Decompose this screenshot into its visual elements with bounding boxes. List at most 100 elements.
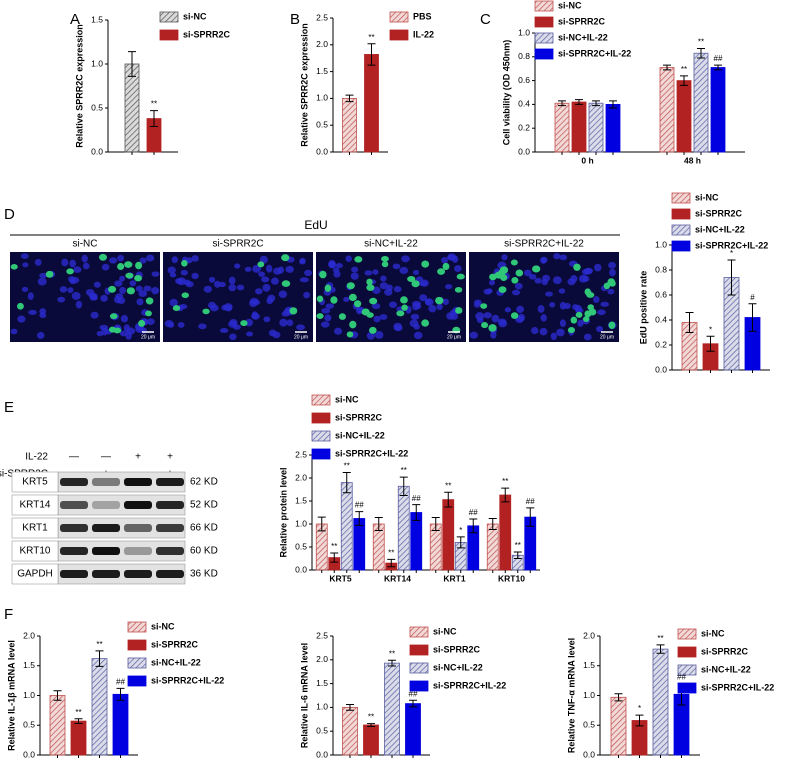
significance: ** (368, 33, 374, 42)
y-tick-label: 2.0 (583, 630, 595, 640)
edu-nucleus (369, 326, 377, 334)
nucleus (228, 284, 237, 292)
nucleus (99, 324, 109, 331)
bar (353, 518, 366, 571)
significance: ** (389, 649, 395, 658)
edu-nucleus (421, 319, 430, 327)
nucleus (392, 263, 401, 270)
nucleus (255, 288, 263, 295)
edu-nucleus (240, 320, 248, 327)
nucleus (191, 272, 199, 279)
nucleus (169, 298, 178, 307)
y-tick-label: 0.8 (518, 51, 530, 61)
legend-swatch (409, 680, 429, 692)
nucleus (559, 254, 568, 261)
edu-nucleus (324, 284, 332, 292)
nucleus (73, 266, 82, 273)
nucleus (252, 299, 261, 306)
edu-nucleus (181, 259, 188, 267)
y-tick-label: 1.0 (91, 58, 103, 68)
nucleus (285, 265, 294, 273)
x-tick-label: KRT5 (329, 573, 351, 583)
nucleus (100, 294, 108, 302)
error-bar (456, 536, 465, 549)
bar (588, 102, 604, 153)
nucleus (577, 319, 584, 327)
edu-nucleus (381, 261, 389, 268)
legend-label: si-NC (433, 626, 457, 636)
blot-band (156, 501, 184, 509)
nucleus (523, 269, 532, 277)
nucleus (593, 296, 600, 303)
y-tick-label: 0.4 (655, 314, 667, 324)
bar (554, 102, 570, 153)
bar (397, 485, 410, 571)
edu-nucleus (181, 292, 189, 299)
legend-swatch (671, 240, 691, 252)
band-size: 62 KD (190, 477, 218, 488)
edu-nucleus (510, 259, 518, 266)
legend-label: si-SPRR2C+IL-22 (151, 675, 224, 685)
nucleus (221, 304, 228, 311)
nucleus (578, 274, 588, 283)
edu-nucleus (573, 263, 581, 271)
error-bar (346, 704, 354, 711)
nucleus (304, 269, 313, 276)
nucleus (279, 318, 288, 327)
blot-band (60, 478, 88, 486)
bar (442, 499, 455, 571)
significance: ** (681, 65, 687, 74)
blot-band (60, 501, 88, 509)
blot-band (124, 570, 152, 578)
blot-band (60, 570, 88, 578)
nucleus (210, 304, 219, 312)
edu-nucleus (113, 327, 122, 334)
nucleus (266, 264, 273, 273)
bar (710, 67, 726, 153)
error-bar (706, 335, 715, 352)
nucleus (572, 304, 579, 310)
nucleus (373, 315, 381, 323)
error-bar (488, 517, 497, 531)
blot-band (92, 501, 120, 509)
nucleus (534, 277, 542, 284)
nucleus (278, 290, 288, 299)
nucleus (179, 303, 188, 310)
edu-nucleus (338, 313, 346, 320)
nucleus (607, 288, 615, 295)
panel-label: E (4, 399, 14, 416)
significance: ## (469, 508, 478, 517)
legend-swatch (671, 192, 691, 204)
legend-swatch (127, 657, 147, 669)
nucleus (556, 328, 565, 337)
blot-band (92, 524, 120, 532)
y-tick-label: 1.0 (518, 27, 530, 37)
legend-label: si-NC+IL-22 (433, 662, 483, 672)
edu-nucleus (498, 286, 507, 293)
band-label-box (11, 494, 59, 516)
nucleus (549, 302, 556, 308)
edu-nucleus (45, 270, 54, 278)
significance: ## (409, 689, 418, 698)
significance: ## (714, 54, 723, 63)
edu-nucleus (117, 262, 125, 271)
significance: # (750, 293, 755, 302)
band-size: 52 KD (190, 500, 218, 511)
band-label: KRT5 (22, 477, 48, 488)
legend-label: si-NC (151, 621, 175, 631)
y-tick-label: 1.0 (316, 93, 328, 103)
bar (405, 703, 421, 756)
y-tick-label: 0.0 (583, 749, 595, 759)
y-tick-label: 1.0 (316, 702, 328, 712)
band-label: KRT1 (22, 523, 48, 534)
bar (676, 80, 692, 153)
bar (384, 662, 400, 756)
error-bar (501, 487, 510, 503)
nucleus (234, 263, 241, 269)
nucleus (420, 279, 429, 287)
nucleus (261, 276, 270, 283)
error-bar (558, 100, 566, 107)
bar (610, 696, 627, 756)
edu-nucleus (481, 321, 489, 329)
nucleus (379, 282, 389, 290)
